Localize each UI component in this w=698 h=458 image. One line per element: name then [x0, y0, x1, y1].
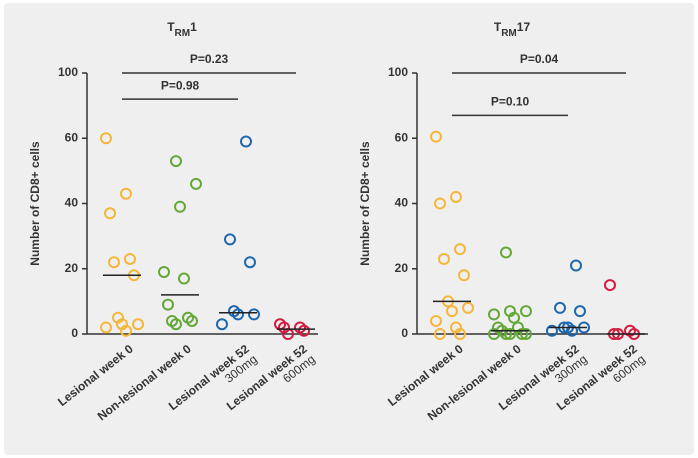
data-point — [186, 314, 198, 327]
data-point — [120, 187, 132, 200]
p-value: P=0.04 — [520, 52, 559, 66]
data-point — [500, 328, 512, 340]
data-point — [500, 246, 512, 259]
data-point — [162, 298, 174, 311]
data-point — [508, 311, 520, 324]
data-point — [516, 328, 528, 340]
y-tick-label: 60 — [65, 130, 79, 144]
data-point — [454, 243, 466, 256]
data-point — [454, 328, 466, 340]
p-value: P=0.10 — [491, 95, 530, 109]
data-point — [100, 321, 112, 334]
data-point — [446, 305, 458, 318]
data-point — [520, 328, 532, 340]
data-point — [450, 190, 462, 203]
data-point — [298, 324, 310, 337]
chart-title: TRM17 — [494, 20, 531, 38]
data-point — [216, 318, 228, 331]
chart-title: TRM1 — [167, 20, 197, 38]
data-point — [124, 252, 136, 265]
data-point — [174, 200, 186, 213]
data-point — [158, 266, 170, 279]
data-point — [104, 207, 116, 220]
data-point — [566, 324, 578, 337]
data-point — [438, 252, 450, 265]
data-point — [132, 318, 144, 331]
data-point — [178, 272, 190, 285]
p-value: P=0.98 — [161, 78, 200, 92]
data-point — [504, 328, 516, 340]
y-tick-label: 0 — [401, 326, 408, 340]
data-point — [434, 197, 446, 210]
title-part: 1 — [190, 20, 197, 34]
data-point — [224, 233, 236, 246]
data-point — [430, 130, 442, 143]
data-point — [458, 269, 470, 282]
data-point — [100, 132, 112, 145]
data-point — [570, 259, 582, 272]
data-point — [248, 308, 260, 321]
data-point — [170, 155, 182, 168]
y-axis-label: Number of CD8+ cells — [28, 141, 42, 266]
title-part: T — [494, 20, 502, 34]
data-point — [554, 301, 566, 314]
data-point — [190, 177, 202, 190]
data-point — [488, 308, 500, 321]
y-tick-label: 40 — [65, 196, 79, 210]
p-value: P=0.23 — [190, 52, 229, 66]
data-point — [520, 305, 532, 318]
data-point — [120, 324, 132, 337]
data-point — [108, 256, 120, 269]
data-point — [462, 301, 474, 314]
y-axis-label: Number of CD8+ cells — [358, 141, 372, 266]
y-tick-label: 100 — [388, 65, 408, 79]
y-tick-label: 20 — [395, 261, 409, 275]
data-point — [604, 279, 616, 292]
data-point — [244, 256, 256, 269]
data-point — [430, 314, 442, 327]
y-tick-label: 20 — [65, 261, 79, 275]
y-tick-label: 0 — [71, 326, 78, 340]
data-point — [232, 308, 244, 321]
title-part: 17 — [517, 20, 531, 34]
data-point — [240, 135, 252, 148]
title-part: T — [167, 20, 175, 34]
title-part: RM — [175, 28, 191, 39]
y-tick-label: 40 — [395, 196, 409, 210]
y-tick-label: 60 — [395, 130, 409, 144]
data-point — [574, 305, 586, 318]
data-point — [170, 318, 182, 331]
y-tick-label: 100 — [58, 65, 78, 79]
data-point — [488, 328, 500, 340]
data-point — [434, 328, 446, 340]
title-part: RM — [501, 28, 517, 39]
data-point — [546, 324, 558, 337]
